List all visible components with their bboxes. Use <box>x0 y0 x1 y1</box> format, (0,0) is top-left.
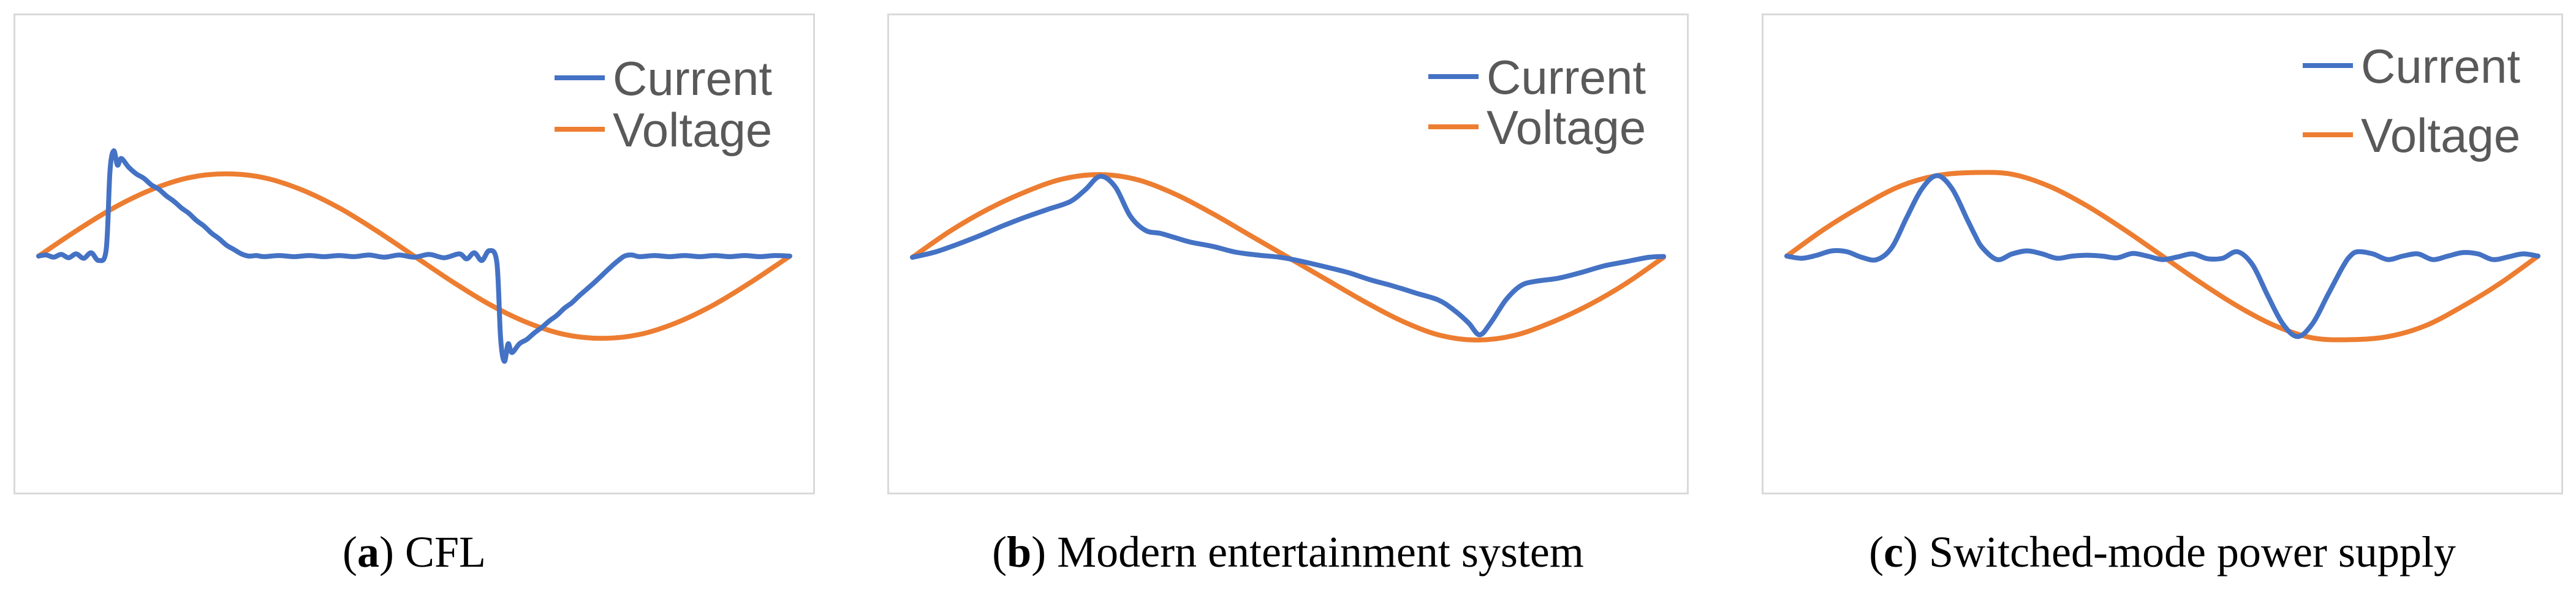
caption-c: (c) Switched-mode power supply <box>1869 527 2456 576</box>
chart-panel-cfl: Current Voltage <box>13 13 815 494</box>
legend: Current Voltage <box>555 51 772 157</box>
chart-svg-cfl: Current Voltage <box>36 51 792 364</box>
caption-b: (b) Modern entertainment system <box>992 527 1584 576</box>
plot-area <box>36 148 792 364</box>
series-line-current <box>36 148 792 364</box>
series-line-current <box>910 173 1666 338</box>
caption-text: Switched-mode power supply <box>1929 527 2456 576</box>
legend-label-voltage: Voltage <box>1487 100 1646 154</box>
plot-area <box>1784 170 2540 342</box>
chart-panel-entertainment: Current Voltage <box>887 13 1689 494</box>
legend-label-voltage: Voltage <box>2361 108 2520 162</box>
caption-letter: a <box>357 527 379 576</box>
series-line-current <box>1784 173 2540 339</box>
chart-svg-entertainment: Current Voltage <box>910 50 1666 343</box>
legend-label-current: Current <box>613 51 772 105</box>
legend-label-current: Current <box>2361 39 2520 93</box>
caption-text: Modern entertainment system <box>1057 527 1584 576</box>
legend-label-current: Current <box>1487 50 1646 104</box>
caption-a: (a) CFL <box>342 527 486 576</box>
legend: Current Voltage <box>1428 50 1646 154</box>
chart-svg-smps: Current Voltage <box>1784 39 2540 342</box>
plot-area <box>910 172 1666 343</box>
caption-text: CFL <box>404 527 486 576</box>
legend: Current Voltage <box>2303 39 2520 162</box>
caption-letter: b <box>1007 527 1032 576</box>
series-line-voltage <box>1784 170 2540 342</box>
caption-letter: c <box>1884 527 1904 576</box>
chart-panel-smps: Current Voltage <box>1762 13 2563 494</box>
legend-label-voltage: Voltage <box>613 103 772 157</box>
